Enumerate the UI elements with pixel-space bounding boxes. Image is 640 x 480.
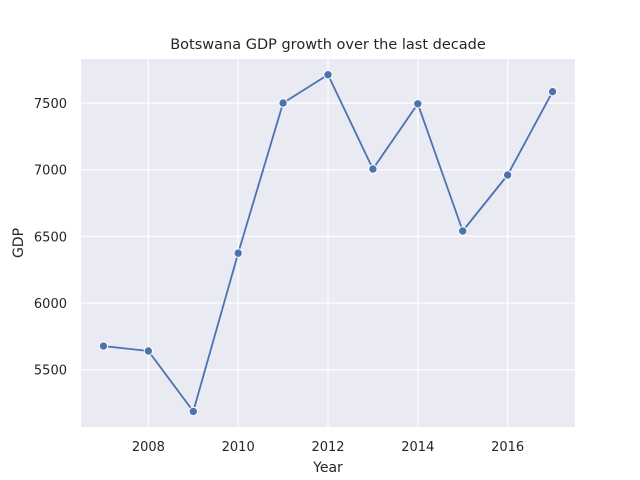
x-tick-label: 2016 [491,440,524,455]
data-point [278,98,288,108]
data-point [368,164,378,174]
data-point [143,346,154,356]
y-tick-labels: 5500 6000 6500 7000 7500 [34,97,67,379]
y-tick-label: 6000 [34,297,67,312]
data-point [188,406,198,417]
data-point [502,170,513,180]
series-layer [98,70,558,417]
x-tick-label: 2012 [311,440,344,455]
x-tick-labels: 2008 2010 2012 2014 2016 [132,440,524,455]
x-tick-label: 2014 [401,440,434,455]
data-point [413,99,423,109]
data-point [323,70,333,80]
data-point [458,226,468,236]
x-axis-label: Year [312,460,343,476]
data-point [98,341,109,351]
y-tick-label: 6500 [34,230,67,245]
data-point [233,248,243,258]
data-point [547,86,558,97]
grid [81,59,575,427]
y-axis-label: GDP [11,228,27,258]
y-tick-label: 7000 [34,164,67,179]
x-tick-label: 2010 [222,440,255,455]
x-tick-label: 2008 [132,440,165,455]
y-tick-label: 7500 [34,97,67,112]
y-tick-label: 5500 [34,364,67,379]
chart-title: Botswana GDP growth over the last decade [170,37,486,53]
